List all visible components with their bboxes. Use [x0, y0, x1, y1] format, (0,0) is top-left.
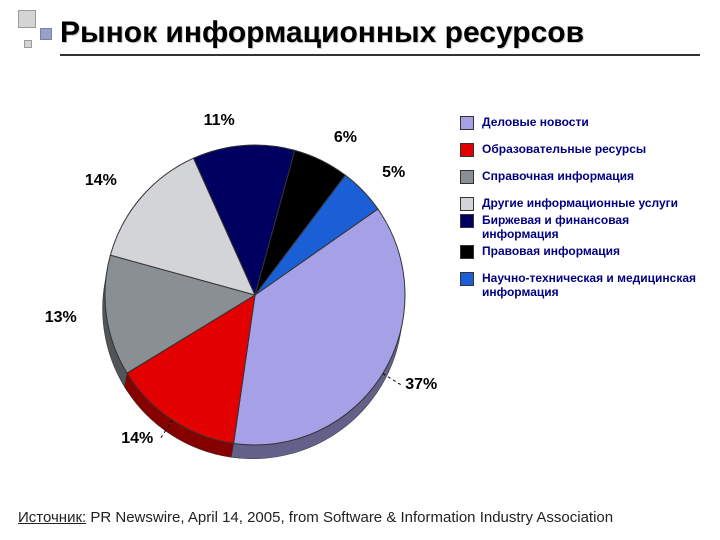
legend-label: Другие информационные услуги	[482, 196, 705, 210]
pie-slice-label: 5%	[382, 164, 405, 182]
pie-chart: 37%14%13%14%11%6%5%	[70, 90, 440, 470]
legend-label: Научно-техническая и медицинская информа…	[482, 271, 705, 300]
legend-item: Биржевая и финансовая информация	[460, 213, 705, 242]
page-title: Рынок информационных ресурсов	[60, 16, 700, 50]
pie-slice-label: 6%	[334, 129, 357, 147]
legend-item: Научно-техническая и медицинская информа…	[460, 271, 705, 300]
source-text: PR Newswire, April 14, 2005, from Softwa…	[86, 509, 613, 526]
pie-slice-label: 13%	[45, 309, 77, 327]
pie-slice-label: 14%	[85, 172, 117, 190]
legend-label: Правовая информация	[482, 244, 705, 258]
legend-swatch	[460, 170, 474, 184]
pie-slice-label: 11%	[204, 112, 235, 130]
legend-label: Образовательные ресурсы	[482, 142, 705, 156]
legend-item: Правовая информация	[460, 244, 705, 259]
legend-item: Деловые новости	[460, 115, 705, 130]
pie-slice-label: 37%	[405, 376, 437, 394]
legend-swatch	[460, 245, 474, 259]
source-line: Источник: PR Newswire, April 14, 2005, f…	[18, 509, 613, 526]
legend-item: Справочная информация	[460, 169, 705, 184]
legend-swatch	[460, 272, 474, 286]
legend: Деловые новости Образовательные ресурсы Сп…	[460, 115, 705, 312]
legend-label: Деловые новости	[482, 115, 705, 129]
title-block: Рынок информационных ресурсов	[60, 16, 700, 56]
legend-swatch	[460, 143, 474, 157]
pie-slice-label: 14%	[121, 430, 153, 448]
legend-swatch	[460, 197, 474, 211]
title-rule	[60, 54, 700, 56]
legend-item: Образовательные ресурсы	[460, 142, 705, 157]
legend-item: Другие информационные услуги	[460, 196, 705, 211]
legend-label: Справочная информация	[482, 169, 705, 183]
source-label: Источник:	[18, 509, 86, 526]
legend-label: Биржевая и финансовая информация	[482, 213, 705, 242]
legend-swatch	[460, 116, 474, 130]
legend-swatch	[460, 214, 474, 228]
slide: Рынок информационных ресурсов 37% 14% 13% 1…	[0, 0, 720, 540]
